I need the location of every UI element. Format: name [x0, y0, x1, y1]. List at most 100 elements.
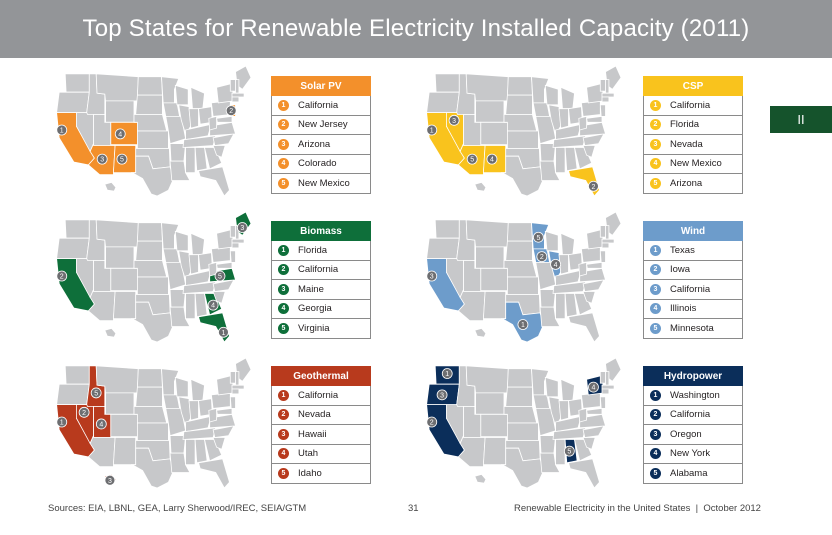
state-nh [235, 79, 240, 94]
state-ms [185, 439, 196, 466]
state-ne [503, 114, 538, 132]
state-md [216, 407, 233, 415]
state-fl [197, 458, 230, 489]
state-tx [500, 447, 545, 489]
legend-geothermal: Geothermal 1 California 2 Nevada 3 Hawaii 4… [271, 366, 371, 484]
state-pa [580, 392, 601, 409]
state-sd [505, 94, 533, 115]
state-wy [475, 392, 505, 415]
state-tx [130, 301, 175, 343]
legend-row: 2 Florida [643, 115, 743, 135]
us-map-biomass: 1 2 3 4 5 [56, 211, 252, 343]
legend-state: Arizona [298, 138, 331, 150]
state-wa [64, 365, 90, 385]
state-mn [531, 368, 550, 396]
legend-state: Idaho [298, 467, 322, 479]
state-ks [137, 130, 169, 149]
state-wv [578, 261, 588, 277]
state-la [539, 160, 561, 181]
state-ct [231, 242, 240, 249]
state-wa [64, 73, 90, 93]
state-hi [474, 327, 487, 338]
rank-badge: 3 [650, 138, 661, 150]
state-ma [231, 384, 245, 390]
state-nh [605, 79, 610, 94]
state-ks [137, 276, 169, 295]
legend-state: New Mexico [298, 177, 350, 189]
rank-badge: 2 [278, 409, 289, 421]
state-sc [582, 145, 596, 158]
state-nj [229, 396, 236, 409]
legend-state: Nevada [670, 138, 703, 150]
state-wy [105, 100, 135, 123]
legend-row: 5 Arizona [643, 174, 743, 194]
rank-badge: 1 [278, 389, 289, 401]
state-sd [505, 240, 533, 261]
sources-note: Sources: EIA, LBNL, GEA, Larry Sherwood/… [48, 503, 307, 514]
state-ma [601, 92, 615, 98]
rank-marker-label: 2 [540, 254, 544, 261]
state-or [56, 237, 90, 259]
state-ct [231, 96, 240, 103]
state-la [169, 306, 191, 327]
state-nm [112, 437, 137, 466]
state-wy [475, 100, 505, 123]
state-ct [601, 388, 610, 395]
legend-wind: Wind 1 Texas 2 Iowa 3 California 4 Illinois … [643, 221, 743, 339]
rank-marker [225, 105, 237, 117]
state-mn [161, 368, 180, 396]
state-nm [482, 437, 507, 466]
state-vt [599, 225, 606, 238]
state-md [586, 261, 603, 269]
state-ne [503, 406, 538, 424]
rank-badge: 1 [278, 99, 289, 111]
state-in [558, 400, 569, 421]
us-map-solar: 1 2 3 4 5 [56, 65, 252, 197]
state-ks [507, 422, 539, 441]
state-ms [555, 439, 566, 466]
state-vt [229, 79, 236, 92]
state-in [558, 108, 569, 129]
rank-marker-label: 2 [430, 420, 434, 427]
legend-row: 1 Washington [643, 386, 743, 406]
legend-state: Virginia [298, 322, 330, 334]
state-ct [231, 388, 240, 395]
rank-badge: 1 [650, 244, 661, 256]
state-co [480, 121, 508, 145]
rank-badge: 2 [650, 264, 661, 276]
state-ky [555, 123, 582, 141]
rank-marker [56, 270, 68, 282]
legend-row: 3 Nevada [643, 135, 743, 155]
state-nj [229, 250, 236, 263]
state-in [188, 254, 199, 275]
state-co [110, 267, 138, 291]
state-ga [573, 439, 593, 462]
state-ne [133, 114, 168, 132]
legend-row: 1 California [271, 96, 371, 116]
state-mi [560, 378, 575, 402]
rank-marker [114, 128, 126, 140]
state-nm [482, 291, 507, 320]
chapter-tab: II [770, 106, 832, 133]
rank-badge: 1 [278, 244, 289, 256]
legend-row: 3 Arizona [271, 135, 371, 155]
state-vt [599, 371, 606, 384]
state-ne [133, 260, 168, 278]
wind-map: 1 2 3 4 5 [418, 210, 628, 344]
legend-biomass: Biomass 1 Florida 2 California 3 Maine 4 Geo… [271, 221, 371, 339]
legend-row: 1 Texas [643, 241, 743, 261]
legend-state: Arizona [670, 177, 703, 189]
state-nh [605, 225, 610, 240]
legend-state: Iowa [670, 264, 691, 276]
state-al [564, 293, 578, 318]
legend-row: 5 Minnesota [643, 319, 743, 339]
state-or [426, 237, 460, 259]
rank-marker-label: 5 [470, 157, 474, 164]
state-ne [133, 406, 168, 424]
state-ga [573, 293, 593, 316]
legend-state: Hawaii [298, 428, 327, 440]
rank-marker-label: 4 [591, 385, 595, 392]
state-la [539, 306, 561, 327]
legend-state: California [298, 389, 339, 401]
rank-marker-label: 3 [440, 392, 444, 399]
